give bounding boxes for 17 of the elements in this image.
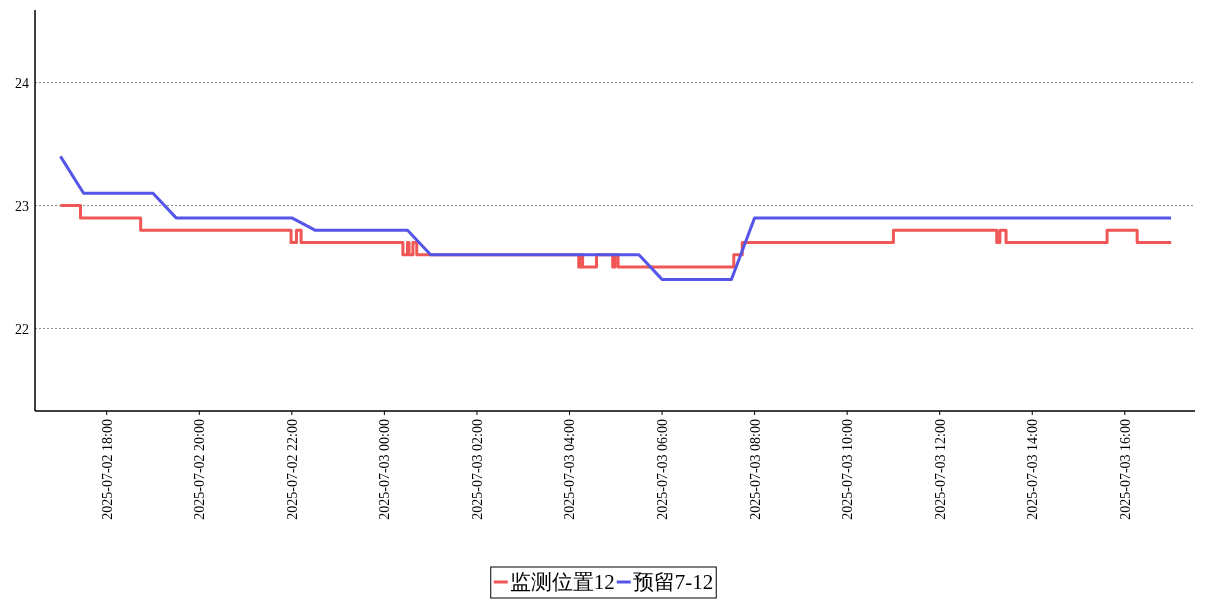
x-tick-label: 2025-07-02 18:00 [99,419,115,520]
y-tick-label: 23 [15,198,29,214]
x-tick-label: 2025-07-02 20:00 [192,419,208,520]
x-tick-label: 2025-07-03 00:00 [377,419,393,520]
x-tick-label: 2025-07-03 08:00 [747,419,763,520]
x-tick-label: 2025-07-03 14:00 [1025,419,1041,520]
legend-label: 预留7-12 [632,570,714,594]
x-tick-label: 2025-07-03 12:00 [932,419,948,520]
x-tick-label: 2025-07-03 10:00 [840,419,856,520]
x-tick-label: 2025-07-03 06:00 [655,419,671,520]
y-tick-label: 22 [15,321,29,337]
x-tick-label: 2025-07-03 04:00 [562,419,578,520]
x-tick-label: 2025-07-03 02:00 [469,419,485,520]
legend-label: 监测位置12 [509,570,615,594]
y-tick-label: 24 [15,75,29,91]
x-tick-label: 2025-07-03 16:00 [1117,419,1133,520]
x-tick-label: 2025-07-02 22:00 [284,419,300,520]
